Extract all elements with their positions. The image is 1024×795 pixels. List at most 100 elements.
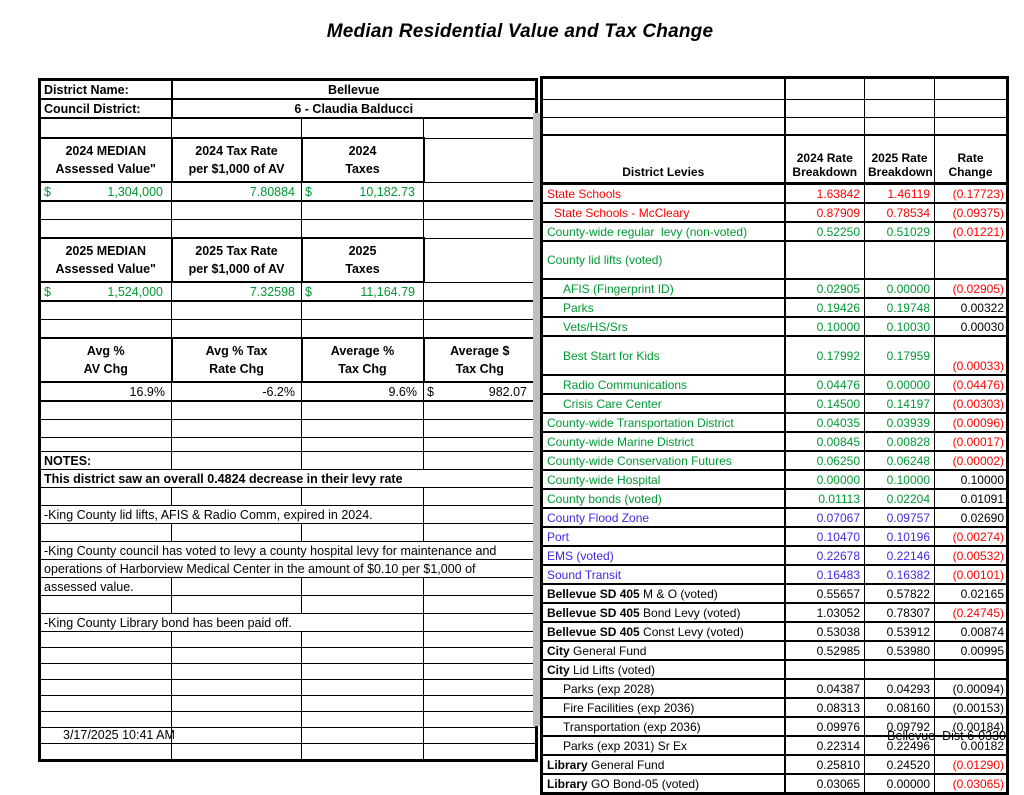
levy-2024-rate: 0.08313 xyxy=(784,697,865,718)
levy-label: City Lid Lifts (voted) xyxy=(541,659,786,680)
median-av-2025: $1,524,000 xyxy=(39,281,172,302)
levy-row: County bonds (voted) 0.01113 0.02204 0.0… xyxy=(541,488,1008,509)
levy-rate-change: (0.00096) xyxy=(934,412,1008,433)
levy-label: County lid lifts (voted) xyxy=(541,240,786,280)
header-row-averages: Avg % AV Chg Avg % Tax Rate Chg Average % T… xyxy=(38,337,538,383)
avg-tax-chg-pct: 9.6% xyxy=(301,381,424,402)
levy-2024-rate: 0.04387 xyxy=(784,678,865,699)
blank-row xyxy=(39,300,538,320)
levy-row: City General Fund 0.52985 0.53980 0.0099… xyxy=(541,640,1008,661)
avg-av-chg: 16.9% xyxy=(39,381,172,402)
district-name-row: District Name: Bellevue xyxy=(38,78,538,100)
tax-rate-2024: 7.80884 xyxy=(171,181,302,202)
header-avg-tax-chg-dollar: Average $ Tax Chg xyxy=(422,337,538,383)
levy-row: County Flood Zone 0.07067 0.09757 0.0269… xyxy=(541,507,1008,528)
note-hospital-line2: operations of Harborview Medical Center … xyxy=(38,559,538,578)
levy-rate-change: (0.02905) xyxy=(934,278,1008,299)
levy-row: Bellevue SD 405 Bond Levy (voted) 1.0305… xyxy=(541,602,1008,623)
levy-2024-rate: 0.22678 xyxy=(784,545,865,566)
levy-rate-change: 0.00874 xyxy=(934,621,1008,642)
header-2024-median-av: 2024 MEDIAN Assessed Value" xyxy=(38,137,173,183)
levy-label: Sound Transit xyxy=(541,564,786,585)
levy-label: Bellevue SD 405 Bond Levy (voted) xyxy=(541,602,786,623)
note-hospital-line3: assessed value. xyxy=(39,577,172,596)
levy-label: Library General Fund xyxy=(541,754,786,775)
levy-row: Best Start for Kids 0.17992 0.17959 (0.0… xyxy=(541,335,1008,376)
values-row-averages: 16.9% -6.2% 9.6% $982.07 xyxy=(39,381,538,402)
levy-2025-rate xyxy=(864,240,935,280)
header-2025-tax-rate: 2025 Tax Rate per $1,000 of AV xyxy=(170,237,303,283)
header-2025-median-av: 2025 MEDIAN Assessed Value" xyxy=(38,237,173,283)
levy-label: Port xyxy=(541,526,786,547)
levy-rate-change: (0.24745) xyxy=(934,602,1008,623)
levy-2024-rate: 0.52985 xyxy=(784,640,865,661)
levy-row: County-wide Conservation Futures 0.06250… xyxy=(541,450,1008,471)
levy-row: State Schools - McCleary 0.87909 0.78534… xyxy=(541,202,1008,223)
levy-2024-rate xyxy=(784,659,865,680)
header-2024-tax-rate: 2024 Tax Rate per $1,000 of AV xyxy=(170,137,303,183)
levy-2024-rate: 0.25810 xyxy=(784,754,865,775)
levy-label: Radio Communications xyxy=(541,374,786,395)
council-district-label: Council District: xyxy=(38,98,173,119)
report-page: { "title": "Median Residential Value and… xyxy=(38,21,1009,795)
header-row-2024: 2024 MEDIAN Assessed Value" 2024 Tax Rate… xyxy=(38,137,538,183)
levy-label: County bonds (voted) xyxy=(541,488,786,509)
levy-row: Library GO Bond-05 (voted) 0.03065 0.000… xyxy=(541,773,1008,795)
levy-label: Best Start for Kids xyxy=(541,335,786,376)
levy-rate-change: 0.00030 xyxy=(934,316,1008,337)
levy-rate-change: 0.00322 xyxy=(934,297,1008,318)
levy-2024-rate: 0.07067 xyxy=(784,507,865,528)
blank-row xyxy=(39,743,538,761)
levy-rate-change: (0.17723) xyxy=(934,182,1008,204)
levy-2025-rate: 0.03939 xyxy=(864,412,935,433)
council-district-row: Council District: 6 - Claudia Balducci xyxy=(38,98,538,119)
levy-2025-rate: 0.53912 xyxy=(864,621,935,642)
levy-2025-rate: 0.09792 xyxy=(864,716,935,737)
tax-rate-2025: 7.32598 xyxy=(171,281,302,302)
levy-rate-change: (0.01290) xyxy=(934,754,1008,775)
levy-2024-rate: 0.10470 xyxy=(784,526,865,547)
levy-rate-change: (0.01221) xyxy=(934,221,1008,242)
blank-row xyxy=(39,523,538,542)
levy-2025-rate: 0.17959 xyxy=(864,335,935,376)
note-row: -King County Library bond has been paid … xyxy=(39,613,538,632)
notes-summary: This district saw an overall 0.4824 decr… xyxy=(38,469,538,488)
levy-rate-change: 0.00182 xyxy=(934,735,1008,756)
note-row: assessed value. xyxy=(39,577,538,596)
levy-2024-rate: 0.22314 xyxy=(784,735,865,756)
levies-header-row: District Levies 2024 Rate Breakdown 2025 … xyxy=(541,134,1008,185)
levy-rate-change: (0.09375) xyxy=(934,202,1008,223)
levy-row: Transportation (exp 2036) 0.09976 0.0979… xyxy=(541,716,1008,737)
levy-2024-rate: 0.16483 xyxy=(784,564,865,585)
col-header-rate-change: Rate Change xyxy=(934,134,1008,185)
header-avg-tax-chg-pct: Average % Tax Chg xyxy=(300,337,425,383)
levy-2024-rate: 0.10000 xyxy=(784,316,865,337)
levy-label: Fire Facilities (exp 2036) xyxy=(541,697,786,718)
levy-row: Parks (exp 2031) Sr Ex 0.22314 0.22496 0… xyxy=(541,735,1008,756)
levy-row: Crisis Care Center 0.14500 0.14197 (0.00… xyxy=(541,393,1008,414)
levy-row: City Lid Lifts (voted) xyxy=(541,659,1008,680)
blank-row xyxy=(541,77,1008,100)
blank-row xyxy=(39,200,538,220)
levy-2025-rate: 0.06248 xyxy=(864,450,935,471)
levy-2025-rate: 0.51029 xyxy=(864,221,935,242)
levy-row: County-wide Marine District 0.00845 0.00… xyxy=(541,431,1008,452)
levy-label: Parks (exp 2031) Sr Ex xyxy=(541,735,786,756)
levy-row: Port 0.10470 0.10196 (0.00274) xyxy=(541,526,1008,547)
levy-row: Parks 0.19426 0.19748 0.00322 xyxy=(541,297,1008,318)
blank-row xyxy=(541,117,1008,136)
col-header-2025-rate-breakdown: 2025 Rate Breakdown xyxy=(864,134,935,185)
blank-row xyxy=(39,663,538,680)
taxes-2025: $11,164.79 xyxy=(301,281,424,302)
summary-table: District Name: Bellevue Council District… xyxy=(38,78,539,762)
levy-2025-rate: 0.14197 xyxy=(864,393,935,414)
blank-row xyxy=(39,711,538,728)
header-2025-taxes: 2025 Taxes xyxy=(300,237,425,283)
levy-rate-change: (0.00017) xyxy=(934,431,1008,452)
header-2024-taxes: 2024 Taxes xyxy=(300,137,425,183)
levy-row: EMS (voted) 0.22678 0.22146 (0.00532) xyxy=(541,545,1008,566)
values-row-2024: $1,304,000 7.80884 $10,182.73 xyxy=(39,181,538,202)
levy-row: County-wide regular levy (non-voted) 0.5… xyxy=(541,221,1008,242)
levy-row: Bellevue SD 405 Const Levy (voted) 0.530… xyxy=(541,621,1008,642)
levy-row: Vets/HS/Srs 0.10000 0.10030 0.00030 xyxy=(541,316,1008,337)
